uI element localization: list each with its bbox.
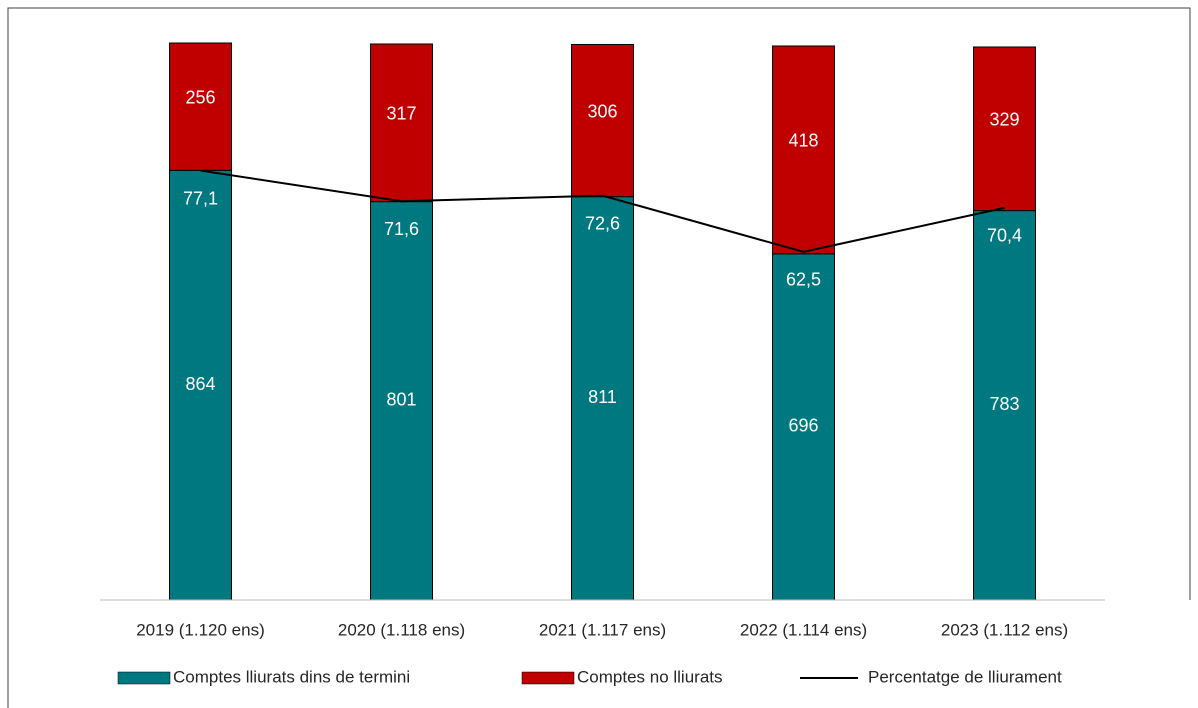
- x-tick-label: 2023 (1.112 ens): [941, 620, 1068, 639]
- bar: [973, 46, 1036, 212]
- x-tick-label: 2019 (1.120 ens): [136, 620, 265, 639]
- bar: [169, 42, 232, 171]
- bar: [772, 45, 835, 255]
- legend-swatch: [117, 671, 171, 685]
- bar-label: 801: [386, 390, 416, 410]
- legend-label: Comptes no lliurats: [577, 667, 723, 686]
- bar-label: 306: [587, 101, 617, 121]
- bar: [973, 210, 1036, 601]
- legend-label: Comptes lliurats dins de termini: [173, 667, 410, 686]
- bar: [571, 196, 634, 601]
- bar-label: 696: [788, 416, 818, 436]
- bar: [370, 43, 433, 203]
- bar-label: 418: [788, 131, 818, 151]
- bar-label: 256: [185, 87, 215, 107]
- line-label: 70,4: [987, 226, 1022, 246]
- line-label: 72,6: [585, 213, 620, 233]
- legend-label: Percentatge de lliurament: [868, 667, 1062, 686]
- bar: [571, 43, 634, 198]
- frame: [7, 7, 1191, 708]
- bar: [772, 253, 835, 601]
- x-tick-label: 2021 (1.117 ens): [539, 620, 666, 639]
- bar-label: 783: [989, 394, 1019, 414]
- line-label: 62,5: [786, 270, 821, 290]
- bar-label: 864: [185, 374, 215, 394]
- line-label: 77,1: [183, 188, 218, 208]
- bar-label: 317: [386, 104, 416, 124]
- line-label: 71,6: [384, 219, 419, 239]
- bar-label: 811: [588, 387, 617, 407]
- legend-swatch: [521, 671, 575, 685]
- line: [200, 169, 1005, 253]
- x-tick-label: 2022 (1.114 ens): [740, 620, 867, 639]
- x-tick-label: 2020 (1.118 ens): [338, 620, 465, 639]
- bar-label: 329: [989, 110, 1019, 130]
